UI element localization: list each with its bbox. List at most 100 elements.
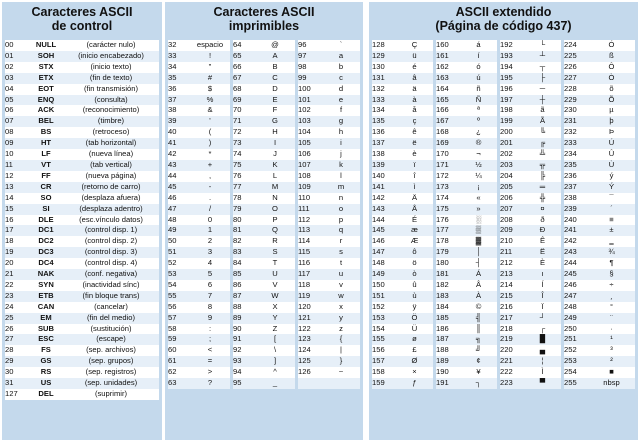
- code-cell: 204: [500, 170, 524, 182]
- code-cell: 115: [298, 247, 322, 259]
- character-cell: ³: [588, 345, 635, 357]
- column-separator: [497, 356, 500, 368]
- column-separator: [295, 138, 298, 150]
- column-separator: [295, 105, 298, 117]
- character-cell: Ò: [588, 72, 635, 84]
- extended-row: 136 ê 168 ¿ 200 ╚ 232 Þ: [372, 127, 635, 139]
- code-cell: 122: [298, 323, 322, 335]
- character-cell: ¸: [588, 290, 635, 302]
- code-cell: 114: [298, 236, 322, 248]
- code-cell: 129: [372, 50, 396, 62]
- description-cell: (control disp. 3): [63, 247, 159, 259]
- column-separator: [295, 323, 298, 335]
- code-cell: 153: [372, 312, 396, 324]
- code-cell: 51: [168, 247, 190, 259]
- character-cell: [: [255, 334, 295, 346]
- code-cell: 255: [564, 378, 588, 389]
- description-cell: (fin bloque trans): [63, 290, 159, 302]
- code-cell: 216: [500, 301, 524, 313]
- control-row: 12 FF (nueva página): [5, 170, 159, 182]
- column-separator: [295, 50, 298, 62]
- character-cell: Á: [460, 269, 497, 280]
- code-cell: 194: [500, 61, 524, 73]
- character-cell: Í: [524, 279, 561, 291]
- control-row: 31 US (sep. unidades): [5, 378, 159, 389]
- column-separator: [561, 279, 564, 291]
- code-cell: 195: [500, 72, 524, 84]
- description-cell: (inicio texto): [63, 61, 159, 73]
- code-cell: 219: [500, 334, 524, 346]
- column-separator: [433, 203, 436, 215]
- character-cell: ü: [396, 50, 433, 62]
- column-separator: [230, 138, 233, 150]
- character-cell: 1: [190, 225, 230, 237]
- character-cell: \: [255, 345, 295, 357]
- character-cell: ê: [396, 127, 433, 139]
- character-cell: ': [190, 116, 230, 128]
- code-cell: 83: [233, 247, 255, 259]
- column-separator: [295, 356, 298, 368]
- character-cell: Ñ: [460, 94, 497, 106]
- character-cell: ├: [524, 72, 561, 84]
- printable-row: 39 ' 71 G 103 g: [168, 116, 360, 128]
- character-cell: C: [255, 72, 295, 84]
- character-cell: 0: [190, 214, 230, 226]
- character-cell: ù: [396, 290, 433, 302]
- column-separator: [561, 149, 564, 160]
- code-cell: 232: [564, 127, 588, 139]
- code-cell: 64: [233, 40, 255, 51]
- character-cell: ╬: [524, 192, 561, 204]
- code-cell: 138: [372, 149, 396, 160]
- code-cell: 193: [500, 50, 524, 62]
- code-cell: 199: [500, 116, 524, 128]
- description-cell: (timbre): [63, 116, 159, 128]
- character-cell: ¤: [524, 203, 561, 215]
- code-cell: 12: [5, 170, 29, 182]
- character-cell: ô: [396, 247, 433, 259]
- character-cell: l: [322, 170, 360, 182]
- column-separator: [295, 378, 298, 389]
- code-cell: 26: [5, 323, 29, 335]
- character-cell: Ù: [588, 159, 635, 171]
- code-cell: 217: [500, 312, 524, 324]
- code-cell: 108: [298, 170, 322, 182]
- character-cell: K: [255, 159, 295, 171]
- description-cell: (sep. archivos): [63, 345, 159, 357]
- control-row: 27 ESC (escape): [5, 334, 159, 346]
- description-cell: (reconocimiento): [63, 105, 159, 117]
- character-cell: o: [322, 203, 360, 215]
- character-cell: k: [322, 159, 360, 171]
- printable-row: 47/79 O 111 o: [168, 203, 360, 215]
- control-row: 02 STX (inicio texto): [5, 61, 159, 73]
- code-cell: 40: [168, 127, 190, 139]
- code-cell: 228: [564, 83, 588, 95]
- character-cell: ¾: [588, 247, 635, 259]
- abbreviation-cell: EM: [29, 312, 63, 324]
- character-cell: ÷: [588, 279, 635, 291]
- character-cell: }: [322, 356, 360, 368]
- control-row: 08 BS (retroceso): [5, 127, 159, 139]
- code-cell: 32: [168, 40, 190, 51]
- control-row: 20 DC4 (control disp. 4): [5, 258, 159, 270]
- printable-title-line1: Caracteres ASCII: [213, 5, 315, 19]
- code-cell: 223: [500, 378, 524, 389]
- character-cell: Ï: [524, 301, 561, 313]
- code-cell: 188: [436, 345, 460, 357]
- code-cell: 56: [168, 301, 190, 313]
- code-cell: 73: [233, 138, 255, 150]
- code-cell: 215: [500, 290, 524, 302]
- column-separator: [561, 181, 564, 193]
- character-cell: ı: [524, 269, 561, 280]
- control-row: 26 SUB (sustitución): [5, 323, 159, 335]
- code-cell: 137: [372, 138, 396, 150]
- column-separator: [295, 367, 298, 379]
- code-cell: 168: [436, 127, 460, 139]
- control-title: Caracteres ASCII de control: [2, 5, 162, 33]
- column-separator: [295, 72, 298, 84]
- character-cell: Ú: [588, 138, 635, 150]
- column-separator: [561, 367, 564, 379]
- character-cell: v: [322, 279, 360, 291]
- code-cell: 151: [372, 290, 396, 302]
- printable-row: 48 0 80 P 112 p: [168, 214, 360, 226]
- code-cell: 24: [5, 301, 29, 313]
